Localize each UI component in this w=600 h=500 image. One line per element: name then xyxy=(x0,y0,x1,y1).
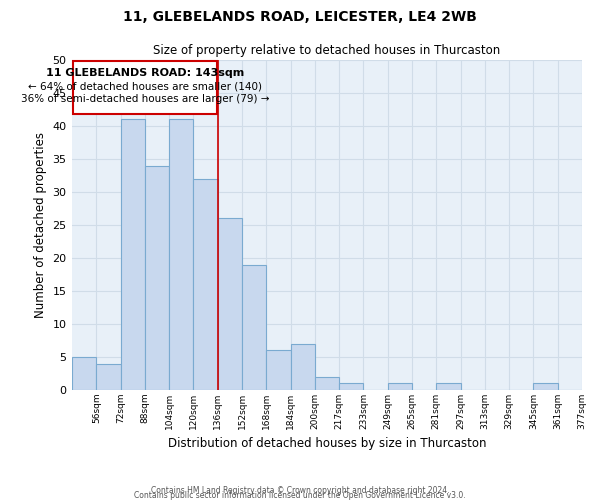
Bar xyxy=(218,218,242,390)
Bar xyxy=(121,120,145,390)
Text: ← 64% of detached houses are smaller (140): ← 64% of detached houses are smaller (14… xyxy=(28,81,262,91)
Bar xyxy=(533,384,558,390)
Title: Size of property relative to detached houses in Thurcaston: Size of property relative to detached ho… xyxy=(154,44,500,58)
Bar xyxy=(193,179,218,390)
Bar xyxy=(145,166,169,390)
Y-axis label: Number of detached properties: Number of detached properties xyxy=(34,132,47,318)
Bar xyxy=(290,344,315,390)
Bar xyxy=(339,384,364,390)
Bar xyxy=(388,384,412,390)
Bar xyxy=(169,120,193,390)
FancyBboxPatch shape xyxy=(73,62,217,114)
X-axis label: Distribution of detached houses by size in Thurcaston: Distribution of detached houses by size … xyxy=(168,438,486,450)
Text: Contains public sector information licensed under the Open Government Licence v3: Contains public sector information licen… xyxy=(134,490,466,500)
Bar xyxy=(242,264,266,390)
Text: 11, GLEBELANDS ROAD, LEICESTER, LE4 2WB: 11, GLEBELANDS ROAD, LEICESTER, LE4 2WB xyxy=(123,10,477,24)
Text: 11 GLEBELANDS ROAD: 143sqm: 11 GLEBELANDS ROAD: 143sqm xyxy=(46,68,244,78)
Bar xyxy=(72,357,96,390)
Bar xyxy=(96,364,121,390)
Text: Contains HM Land Registry data © Crown copyright and database right 2024.: Contains HM Land Registry data © Crown c… xyxy=(151,486,449,495)
Bar xyxy=(436,384,461,390)
Bar xyxy=(266,350,290,390)
Bar xyxy=(315,377,339,390)
Text: 36% of semi-detached houses are larger (79) →: 36% of semi-detached houses are larger (… xyxy=(20,94,269,104)
